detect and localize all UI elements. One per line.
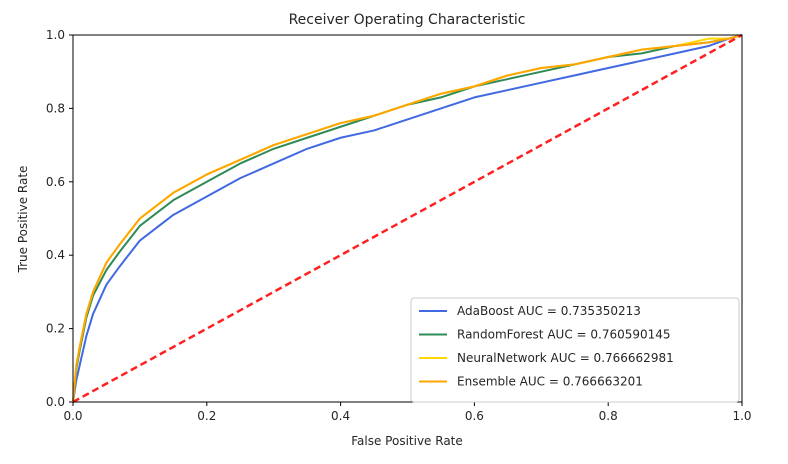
y-tick-label: 1.0 [46, 28, 65, 42]
y-tick-label: 0.4 [46, 248, 65, 262]
plot-lines [72, 33, 743, 404]
y-axis-ticks: 0.0 0.2 0.4 0.6 0.8 1.0 [46, 28, 73, 409]
legend-box [410, 297, 740, 403]
plot-frame [72, 34, 743, 403]
x-tick-label: 0.2 [197, 409, 216, 423]
legend-label: Ensemble AUC = 0.766663201 [457, 375, 643, 389]
series-line-1 [72, 34, 743, 403]
reference-diagonal-line [72, 33, 743, 404]
y-tick-label: 0.0 [46, 395, 65, 409]
x-tick-label: 1.0 [732, 409, 751, 423]
x-tick-label: 0.6 [465, 409, 484, 423]
x-axis-ticks: 0.0 0.2 0.4 0.6 0.8 1.0 [63, 402, 752, 423]
y-axis-label: True Positive Rate [16, 166, 30, 274]
series-line-2 [72, 34, 743, 403]
x-axis-label: False Positive Rate [351, 434, 463, 448]
x-tick-label: 0.0 [63, 409, 82, 423]
chart-title: Receiver Operating Characteristic [289, 12, 526, 28]
legend-label: AdaBoost AUC = 0.735350213 [457, 304, 641, 318]
legend-label: RandomForest AUC = 0.760590145 [457, 328, 671, 342]
y-tick-label: 0.8 [46, 101, 65, 115]
x-tick-label: 0.8 [599, 409, 618, 423]
series-line-4 [72, 34, 743, 403]
y-tick-label: 0.6 [46, 175, 65, 189]
x-tick-label: 0.4 [331, 409, 350, 423]
y-tick-label: 0.2 [46, 322, 65, 336]
legend-label: NeuralNetwork AUC = 0.766662981 [457, 351, 674, 365]
legend: AdaBoost AUC = 0.735350213 RandomForest A… [410, 297, 740, 403]
